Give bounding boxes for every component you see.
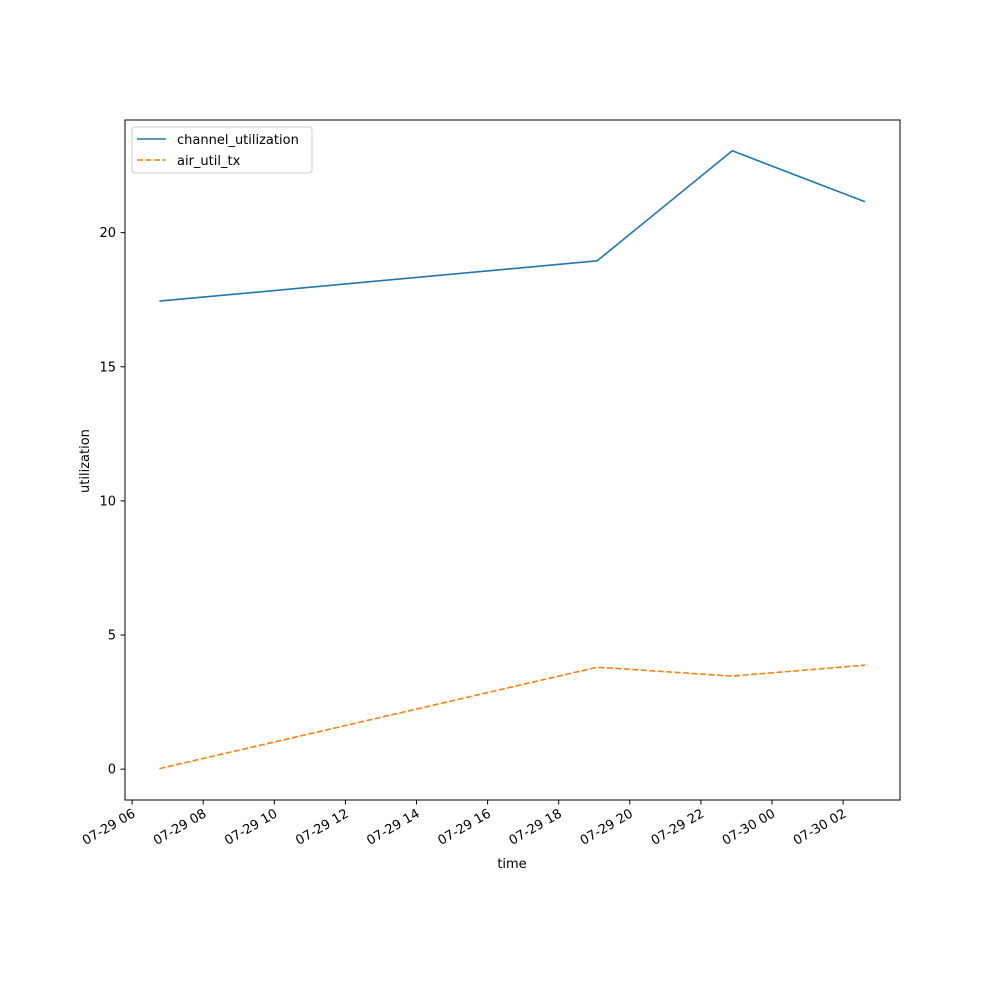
x-axis-label: time	[497, 857, 526, 872]
legend-label: channel_utilization	[177, 133, 299, 148]
y-tick-label: 10	[99, 494, 116, 509]
y-tick-label: 15	[99, 360, 116, 375]
y-axis-label: utilization	[78, 429, 93, 493]
plot-frame	[124, 119, 901, 801]
legend: channel_utilization air_util_tx	[131, 126, 313, 174]
y-axis: 0 5 10 15 20	[99, 226, 125, 778]
legend-label: air_util_tx	[177, 154, 241, 169]
y-tick-label: 0	[108, 763, 116, 778]
y-tick-label: 20	[99, 226, 116, 241]
series-line-air-util-tx	[159, 664, 866, 770]
legend-box	[131, 126, 313, 174]
series-line-channel-utilization	[159, 150, 866, 302]
series-layer	[159, 150, 866, 770]
y-tick-label: 5	[108, 629, 116, 644]
